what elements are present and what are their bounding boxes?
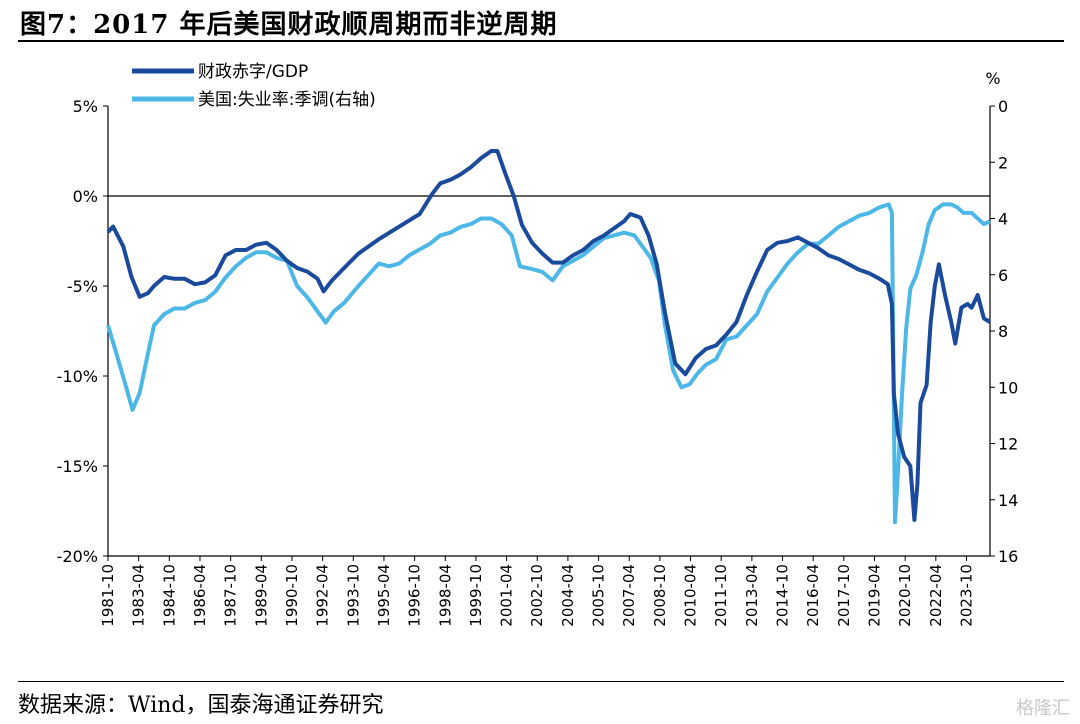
x-tick-label: 2005-10 [590, 564, 608, 627]
series-group [106, 149, 992, 525]
x-tick-label: 1999-10 [467, 564, 485, 627]
x-tick-label: 1983-04 [130, 564, 148, 627]
y-left-tick-label: -15% [57, 457, 98, 476]
x-tick-label: 1993-10 [344, 564, 362, 627]
y-right-tick-label: 14 [998, 491, 1018, 510]
y-right-tick-label: 16 [998, 547, 1018, 566]
x-tick-label: 1996-10 [406, 564, 424, 627]
y-right-tick-label: 0 [998, 97, 1008, 116]
x-tick-label: 1984-10 [160, 564, 178, 627]
y-right-tick-label: 4 [998, 210, 1008, 229]
y-right-tick-label: 2 [998, 153, 1008, 172]
y-left-tick-label: -20% [57, 547, 98, 566]
chart-svg: 财政赤字/GDP 美国:失业率:季调(右轴) % 5% 0% -5% -10% -15%… [57, 62, 1019, 627]
x-tick-label: 1989-04 [252, 564, 270, 627]
x-tick-label: 2022-04 [927, 564, 945, 627]
title-rule [18, 40, 1064, 42]
x-tick-label: 2013-04 [743, 564, 761, 627]
x-tick-label: 2016-04 [804, 564, 822, 627]
right-axis-unit: % [985, 69, 1000, 88]
x-tick-label: 1987-10 [222, 564, 240, 627]
legend-label-unemployment: 美国:失业率:季调(右轴) [198, 90, 376, 110]
deficit-line [106, 149, 992, 522]
x-tick-label: 2020-10 [896, 564, 914, 627]
x-tick-label: 2007-04 [620, 564, 638, 627]
x-tick-label: 1981-10 [99, 564, 117, 627]
source-rule [18, 681, 1064, 682]
x-tick-label: 2014-10 [774, 564, 792, 627]
y-left-tick-label: 0% [73, 187, 98, 206]
x-tick-label: 2004-04 [559, 564, 577, 627]
x-tick-label: 2011-10 [712, 564, 730, 627]
y-left-tick-label: -10% [57, 367, 98, 386]
x-tick-label: 2019-04 [866, 564, 884, 627]
source-note: 数据来源：Wind，国泰海通证券研究 [18, 693, 384, 718]
x-tick-label: 2008-10 [651, 564, 669, 627]
x-tick-label: 2017-10 [835, 564, 853, 627]
axes: 5% 0% -5% -10% -15% -20% 0 2 4 6 8 10 12 14 16 1981-10 1… [57, 97, 1019, 627]
legend: 财政赤字/GDP 美国:失业率:季调(右轴) [132, 62, 376, 110]
x-tick-label: 1990-10 [283, 564, 301, 627]
unemployment-line [106, 202, 991, 525]
x-tick-label: 2002-10 [528, 564, 546, 627]
y-left-tick-label: -5% [67, 277, 98, 296]
y-left-tick-label: 5% [73, 97, 98, 116]
x-tick-label: 1998-04 [436, 564, 454, 627]
chart-title: 图7：2017 年后美国财政顺周期而非逆周期 [20, 10, 558, 40]
x-tick-label: 2023-10 [957, 564, 975, 627]
x-tick-label: 2001-04 [498, 564, 516, 627]
y-right-tick-label: 8 [998, 322, 1008, 341]
x-tick-label: 2010-04 [682, 564, 700, 627]
x-tick-label: 1995-04 [375, 564, 393, 627]
y-right-tick-label: 12 [998, 435, 1018, 454]
legend-label-deficit: 财政赤字/GDP [198, 62, 308, 82]
y-right-tick-label: 6 [998, 266, 1008, 285]
x-tick-label: 1992-04 [314, 564, 332, 627]
y-right-tick-label: 10 [998, 378, 1018, 397]
watermark: 格隆汇 [1016, 698, 1070, 719]
x-tick-label: 1986-04 [191, 564, 209, 627]
